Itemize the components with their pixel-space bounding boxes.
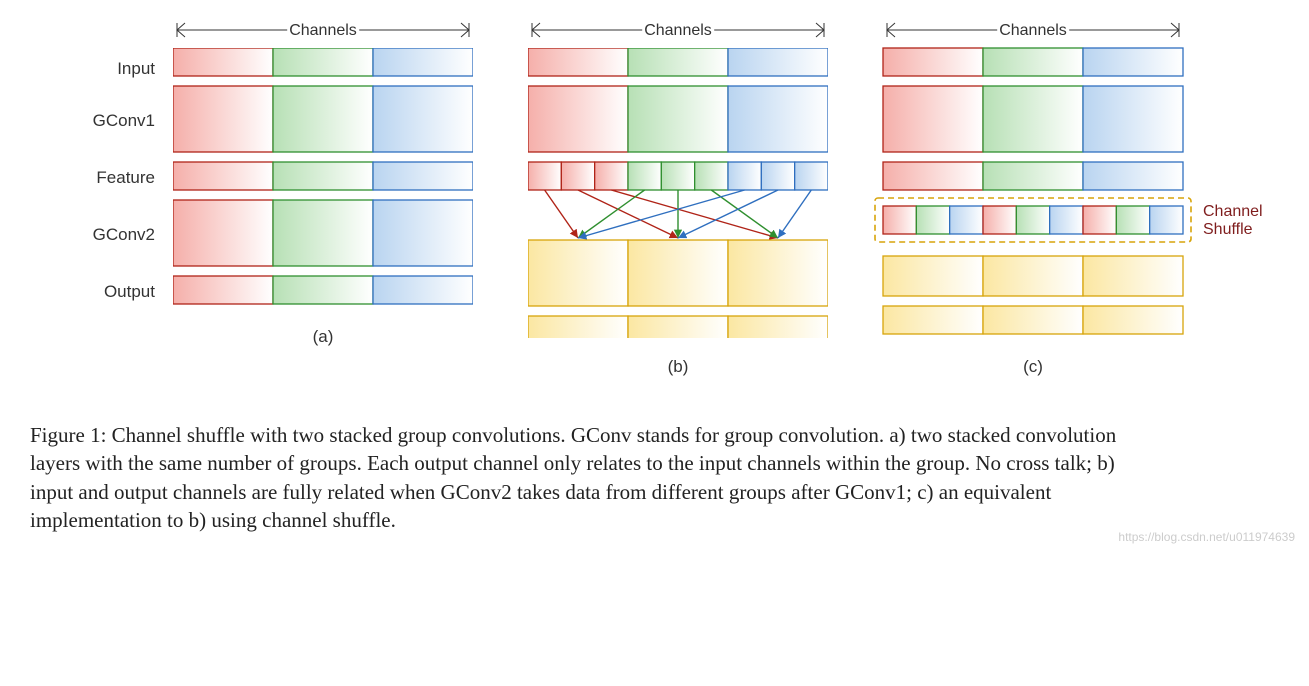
row-labels: Input GConv1 Feature GConv2 Output: [30, 20, 173, 311]
channels-label-b: Channels: [642, 22, 714, 40]
channel-shuffle-label: Channel Shuffle: [1203, 203, 1283, 240]
panel-b: Channels (b): [528, 20, 828, 377]
panel-c: Channels Channel Shuffle (c): [883, 20, 1183, 377]
panels-row: Channels (a) Channels (b): [173, 20, 1183, 377]
figure-caption: Figure 1: Channel shuffle with two stack…: [30, 421, 1160, 534]
channels-header-a: Channels: [173, 20, 473, 48]
channels-label-c: Channels: [997, 22, 1069, 40]
panel-letter-c: (c): [883, 357, 1183, 377]
panel-letter-b: (b): [528, 357, 828, 377]
watermark: https://blog.csdn.net/u011974639: [1118, 530, 1295, 544]
panel-c-svg: [883, 48, 1203, 338]
panel-a-svg: [173, 48, 473, 308]
row-label-input: Input: [30, 55, 155, 83]
panel-b-svg: [528, 48, 828, 338]
row-label-gconv2: GConv2: [30, 197, 155, 273]
row-label-gconv1: GConv1: [30, 83, 155, 159]
figure-wrapper: Input GConv1 Feature GConv2 Output Chann…: [30, 20, 1279, 377]
channels-header-b: Channels: [528, 20, 828, 48]
row-label-output: Output: [30, 273, 155, 311]
channels-label-a: Channels: [287, 22, 359, 40]
channels-header-c: Channels: [883, 20, 1183, 48]
row-label-feature: Feature: [30, 159, 155, 197]
panel-letter-a: (a): [173, 327, 473, 347]
panel-a: Channels (a): [173, 20, 473, 377]
